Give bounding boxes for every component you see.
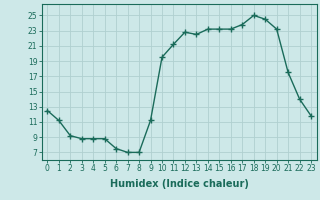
X-axis label: Humidex (Indice chaleur): Humidex (Indice chaleur) bbox=[110, 179, 249, 189]
